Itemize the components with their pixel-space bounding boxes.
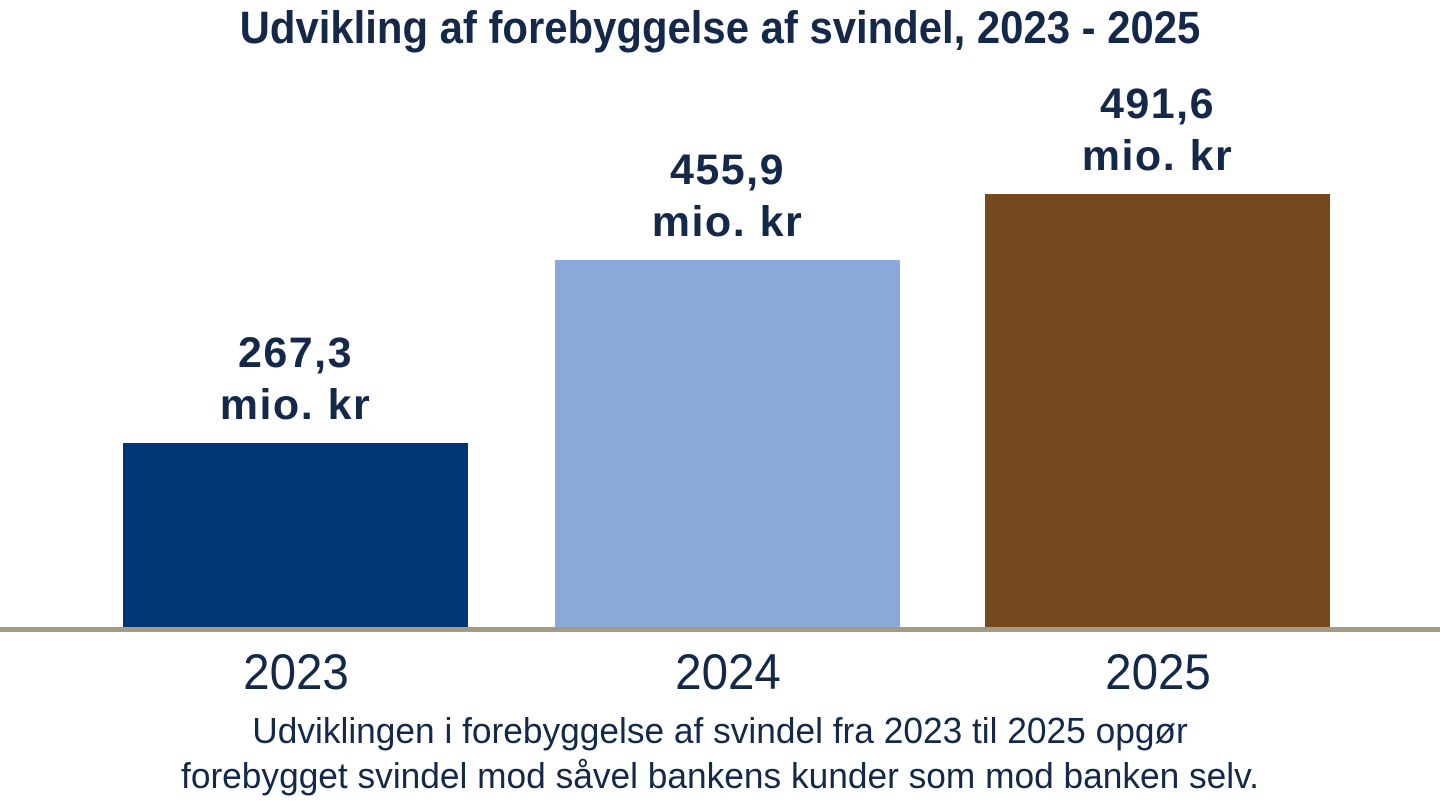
chart-title: Udvikling af forebyggelse af svindel, 20…: [239, 2, 1201, 53]
value-label-2024-line-2: mio. kr: [651, 198, 804, 246]
value-label-2025: 491,6 mio. kr: [1082, 78, 1234, 182]
value-label-2024-line-1: 455,9: [669, 146, 786, 194]
x-tick-2023: 2023: [242, 644, 349, 700]
value-label-2023: 267,3 mio. kr: [220, 327, 372, 431]
value-label-2025-line-2: mio. kr: [1081, 132, 1234, 180]
bar-2023: [123, 443, 468, 627]
bar-2024: [555, 260, 900, 627]
caption-line-2: forebygget svindel mod såvel bankens kun…: [181, 755, 1259, 796]
chart-caption: Udviklingen i forebyggelse af svindel fr…: [14, 708, 1425, 798]
value-label-2024: 455,9 mio. kr: [652, 144, 804, 248]
value-label-2025-line-1: 491,6: [1099, 80, 1216, 128]
value-label-2023-line-1: 267,3: [237, 329, 354, 377]
x-axis-line: [0, 627, 1440, 632]
x-tick-2024: 2024: [674, 644, 781, 700]
value-label-2023-line-2: mio. kr: [219, 381, 372, 429]
caption-line-1: Udviklingen i forebyggelse af svindel fr…: [252, 710, 1188, 751]
bar-2025: [985, 194, 1330, 627]
x-tick-2025: 2025: [1104, 644, 1211, 700]
